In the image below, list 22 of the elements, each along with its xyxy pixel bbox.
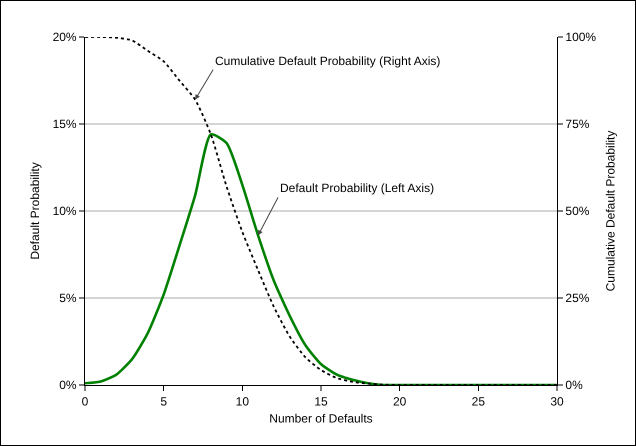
x-tick-label: 30 <box>550 394 564 408</box>
y2-tick-label: 0% <box>565 378 584 392</box>
y2-tick-label: 25% <box>565 291 590 306</box>
y-tick-label: 10% <box>52 204 77 218</box>
y2-tick-label: 50% <box>565 204 590 218</box>
y-tick-label: 15% <box>52 117 77 132</box>
text: Default Probability (Left Axis) <box>280 181 434 195</box>
y-tick-label: 20% <box>52 30 77 44</box>
text: Cumulative Default Probability (Right Axis) <box>215 54 440 68</box>
x-tick-label: 15 <box>314 394 328 408</box>
y2-tick-label: 75% <box>565 117 590 132</box>
y-tick-label: 5% <box>59 291 77 306</box>
x-tick-label: 10 <box>236 394 250 408</box>
x-tick-label: 0 <box>82 394 89 408</box>
x-tick-label: 20 <box>392 394 407 408</box>
x-axis-title: Number of Defaults <box>269 411 373 426</box>
y2-axis-title: Cumulative Default Probability <box>603 130 618 292</box>
x-tick-label: 25 <box>472 394 486 408</box>
x-tick-label: 5 <box>160 394 168 408</box>
y-axis-title: Default Probability <box>28 162 42 260</box>
y-tick-label: 0% <box>59 378 77 392</box>
y2-tick-label: 100% <box>565 30 596 44</box>
